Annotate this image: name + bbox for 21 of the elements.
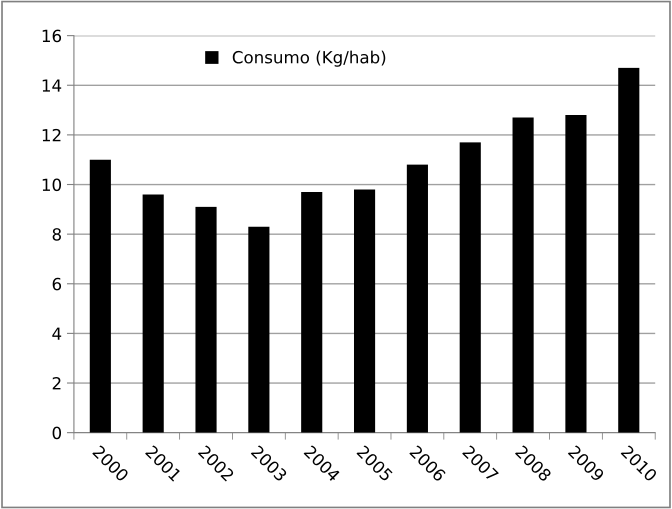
- y-tick-label: 8: [52, 228, 61, 241]
- bar: [90, 160, 111, 433]
- bar: [460, 142, 481, 433]
- bar: [406, 164, 428, 433]
- bar: [618, 68, 640, 433]
- y-tick-label: 6: [52, 278, 62, 290]
- bar: [354, 189, 376, 433]
- y-tick-label: 2: [52, 376, 60, 390]
- y-tick-label: 10: [42, 178, 62, 192]
- y-tick-label: 16: [42, 30, 62, 42]
- y-tick-label: 12: [42, 128, 60, 142]
- bar: [195, 206, 217, 433]
- legend-label: Consumo (Kg/hab): [232, 50, 386, 67]
- bar: [512, 118, 534, 433]
- bar: [142, 194, 164, 433]
- bar: [301, 192, 322, 433]
- bar: [248, 226, 270, 433]
- y-tick-label: 14: [42, 79, 62, 92]
- bar: [565, 115, 587, 433]
- y-tick-label: 0: [52, 426, 62, 440]
- y-tick-label: 4: [52, 328, 62, 340]
